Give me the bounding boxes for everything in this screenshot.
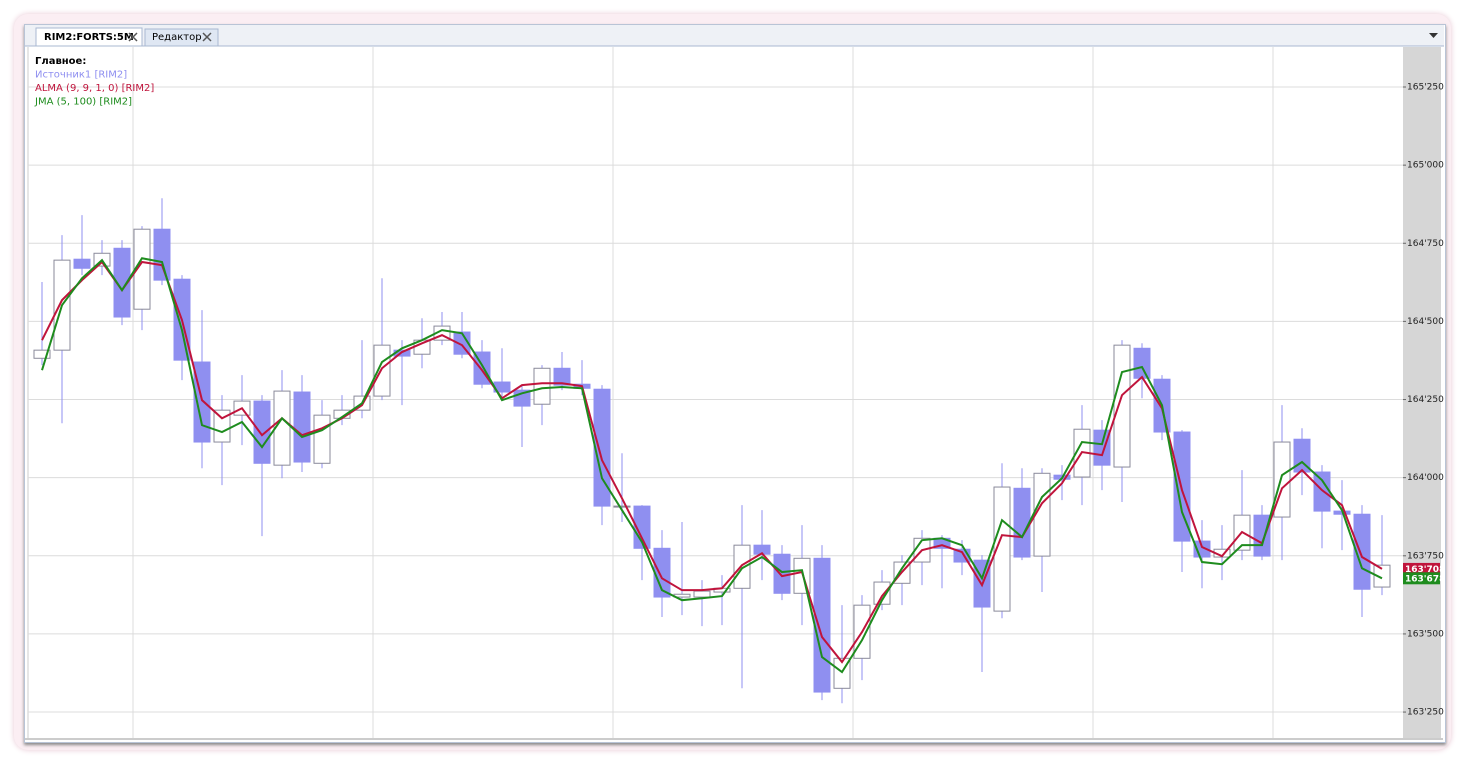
candle-body <box>693 590 711 598</box>
candle-body <box>253 400 271 464</box>
last-value-box <box>1403 562 1440 575</box>
y-tick-label: 164'000 <box>1407 473 1444 483</box>
tab-label[interactable]: Редактор <box>152 32 202 43</box>
candle-body <box>733 544 751 589</box>
y-tick-label: 164'500 <box>1407 317 1444 327</box>
tab[interactable] <box>144 28 219 47</box>
candle-body <box>273 390 291 466</box>
candle-body <box>593 388 611 507</box>
candle-body <box>1313 471 1331 512</box>
tab-label[interactable]: RIM2:FORTS:5M <box>44 32 134 43</box>
price-axis <box>1403 47 1441 738</box>
candle-body <box>1133 347 1151 379</box>
last-value-label: 163'678 <box>1405 574 1445 584</box>
last-value-label: 163'708 <box>1405 565 1445 575</box>
candle-body <box>113 247 131 318</box>
candle-body <box>533 367 551 405</box>
candle-body <box>1113 344 1131 468</box>
y-tick-label: 163'500 <box>1407 629 1444 639</box>
y-tick-label: 164'750 <box>1407 239 1444 249</box>
window <box>24 24 1446 743</box>
candle-body <box>1253 514 1271 557</box>
legend-entry: Источник1 [RIM2] <box>35 70 127 81</box>
candle-body <box>633 505 651 549</box>
legend-entry: JMA (5, 100) [RIM2] <box>34 97 132 108</box>
legend-title: Главное: <box>35 56 86 67</box>
candle-body <box>153 228 171 281</box>
candle-body <box>1373 564 1391 588</box>
tab-close[interactable] <box>128 32 138 42</box>
candle-body <box>553 367 571 386</box>
candle-body <box>33 349 51 359</box>
candle-body <box>813 557 831 693</box>
candle-body <box>373 344 391 397</box>
y-tick-label: 163'250 <box>1407 708 1444 718</box>
tab[interactable] <box>35 27 143 47</box>
tab-close[interactable] <box>202 32 212 42</box>
y-tick-label: 165'000 <box>1407 161 1444 171</box>
candle-body <box>773 553 791 594</box>
legend-entry: ALMA (9, 9, 1, 0) [RIM2] <box>35 83 154 94</box>
candle-body <box>613 505 631 508</box>
candle-body <box>1093 429 1111 466</box>
time-grid <box>132 47 1274 738</box>
candle-body <box>313 414 331 464</box>
indicator-line <box>41 260 1383 664</box>
last-value-box <box>1403 572 1440 585</box>
y-tick-label: 165'250 <box>1407 83 1444 93</box>
indicator-line <box>41 257 1383 674</box>
candle-body <box>993 486 1011 612</box>
candle-body <box>73 258 91 269</box>
candle-body <box>1013 487 1031 558</box>
candle-body <box>293 391 311 463</box>
candle-body <box>213 409 231 443</box>
y-tick-label: 164'250 <box>1407 395 1444 405</box>
tab-bar <box>25 25 1444 46</box>
dropdown-arrow[interactable] <box>1429 33 1438 38</box>
y-tick-label: 163'750 <box>1407 551 1444 561</box>
candle-body <box>873 581 891 605</box>
